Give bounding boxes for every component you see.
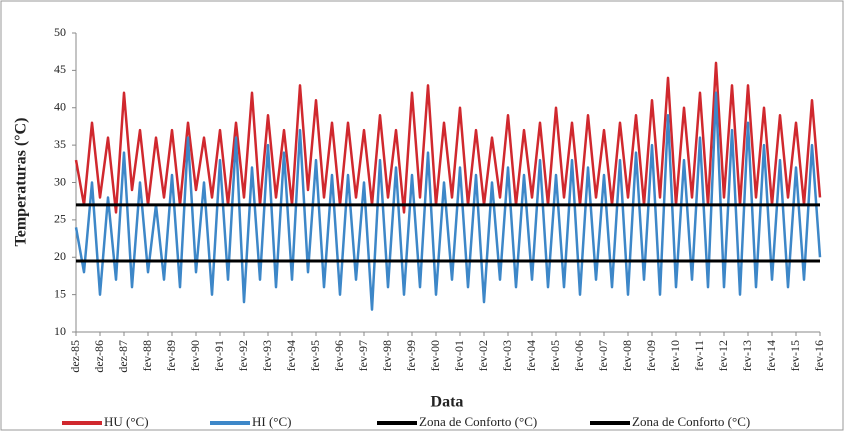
x-tick-label: fev-09 (644, 340, 658, 371)
x-tick-label: fev-99 (404, 340, 418, 371)
x-tick-label: fev-93 (260, 340, 274, 371)
x-tick-label: fev-10 (668, 340, 682, 371)
x-tick-label: dez-87 (116, 340, 130, 373)
x-tick-label: fev-92 (236, 340, 250, 371)
x-tick-label: dez-85 (68, 340, 82, 373)
x-tick-label: fev-06 (572, 340, 586, 371)
x-tick-label: fev-15 (788, 340, 802, 371)
x-tick-label: fev-88 (140, 340, 154, 371)
y-tick-label: 45 (54, 62, 66, 76)
series-line (74, 91, 822, 311)
x-tick-label: fev-98 (380, 340, 394, 371)
x-tick-label: fev-97 (356, 340, 370, 371)
x-tick-label: fev-04 (524, 340, 538, 371)
x-tick-label: fev-02 (476, 340, 490, 371)
x-tick-label: fev-95 (308, 340, 322, 371)
x-tick-label: fev-94 (284, 340, 298, 371)
y-tick-label: 30 (54, 174, 66, 188)
x-tick-label: fev-11 (692, 340, 706, 371)
x-tick-label: fev-16 (812, 340, 826, 371)
y-tick-label: 25 (54, 212, 66, 226)
legend-label: HI (°C) (252, 414, 292, 429)
legend-label: Zona de Conforto (°C) (632, 414, 750, 429)
y-tick-label: 40 (54, 100, 66, 114)
x-tick-label: fev-03 (500, 340, 514, 371)
y-tick-label: 15 (54, 286, 66, 300)
series-line (74, 61, 822, 214)
x-tick-label: fev-91 (212, 340, 226, 371)
y-tick-label: 35 (54, 137, 66, 151)
x-tick-label: fev-14 (764, 340, 778, 371)
x-tick-label: fev-07 (596, 340, 610, 371)
x-tick-label: fev-96 (332, 340, 346, 371)
x-tick-label: fev-08 (620, 340, 634, 371)
legend-label: HU (°C) (104, 414, 149, 429)
x-tick-label: fev-05 (548, 340, 562, 371)
y-axis-label: Temperaturas (°C) (13, 118, 30, 247)
x-tick-label: dez-86 (92, 340, 106, 373)
x-tick-label: fev-12 (716, 340, 730, 371)
x-axis-label: Data (431, 394, 464, 411)
x-tick-label: fev-01 (452, 340, 466, 371)
x-tick-label: fev-90 (188, 340, 202, 371)
y-tick-label: 10 (54, 324, 66, 338)
legend-label: Zona de Conforto (°C) (419, 414, 537, 429)
y-tick-label: 50 (54, 25, 66, 39)
y-tick-label: 20 (54, 249, 66, 263)
x-tick-label: fev-13 (740, 340, 754, 371)
x-tick-label: fev-89 (164, 340, 178, 371)
x-tick-label: fev-00 (428, 340, 442, 371)
